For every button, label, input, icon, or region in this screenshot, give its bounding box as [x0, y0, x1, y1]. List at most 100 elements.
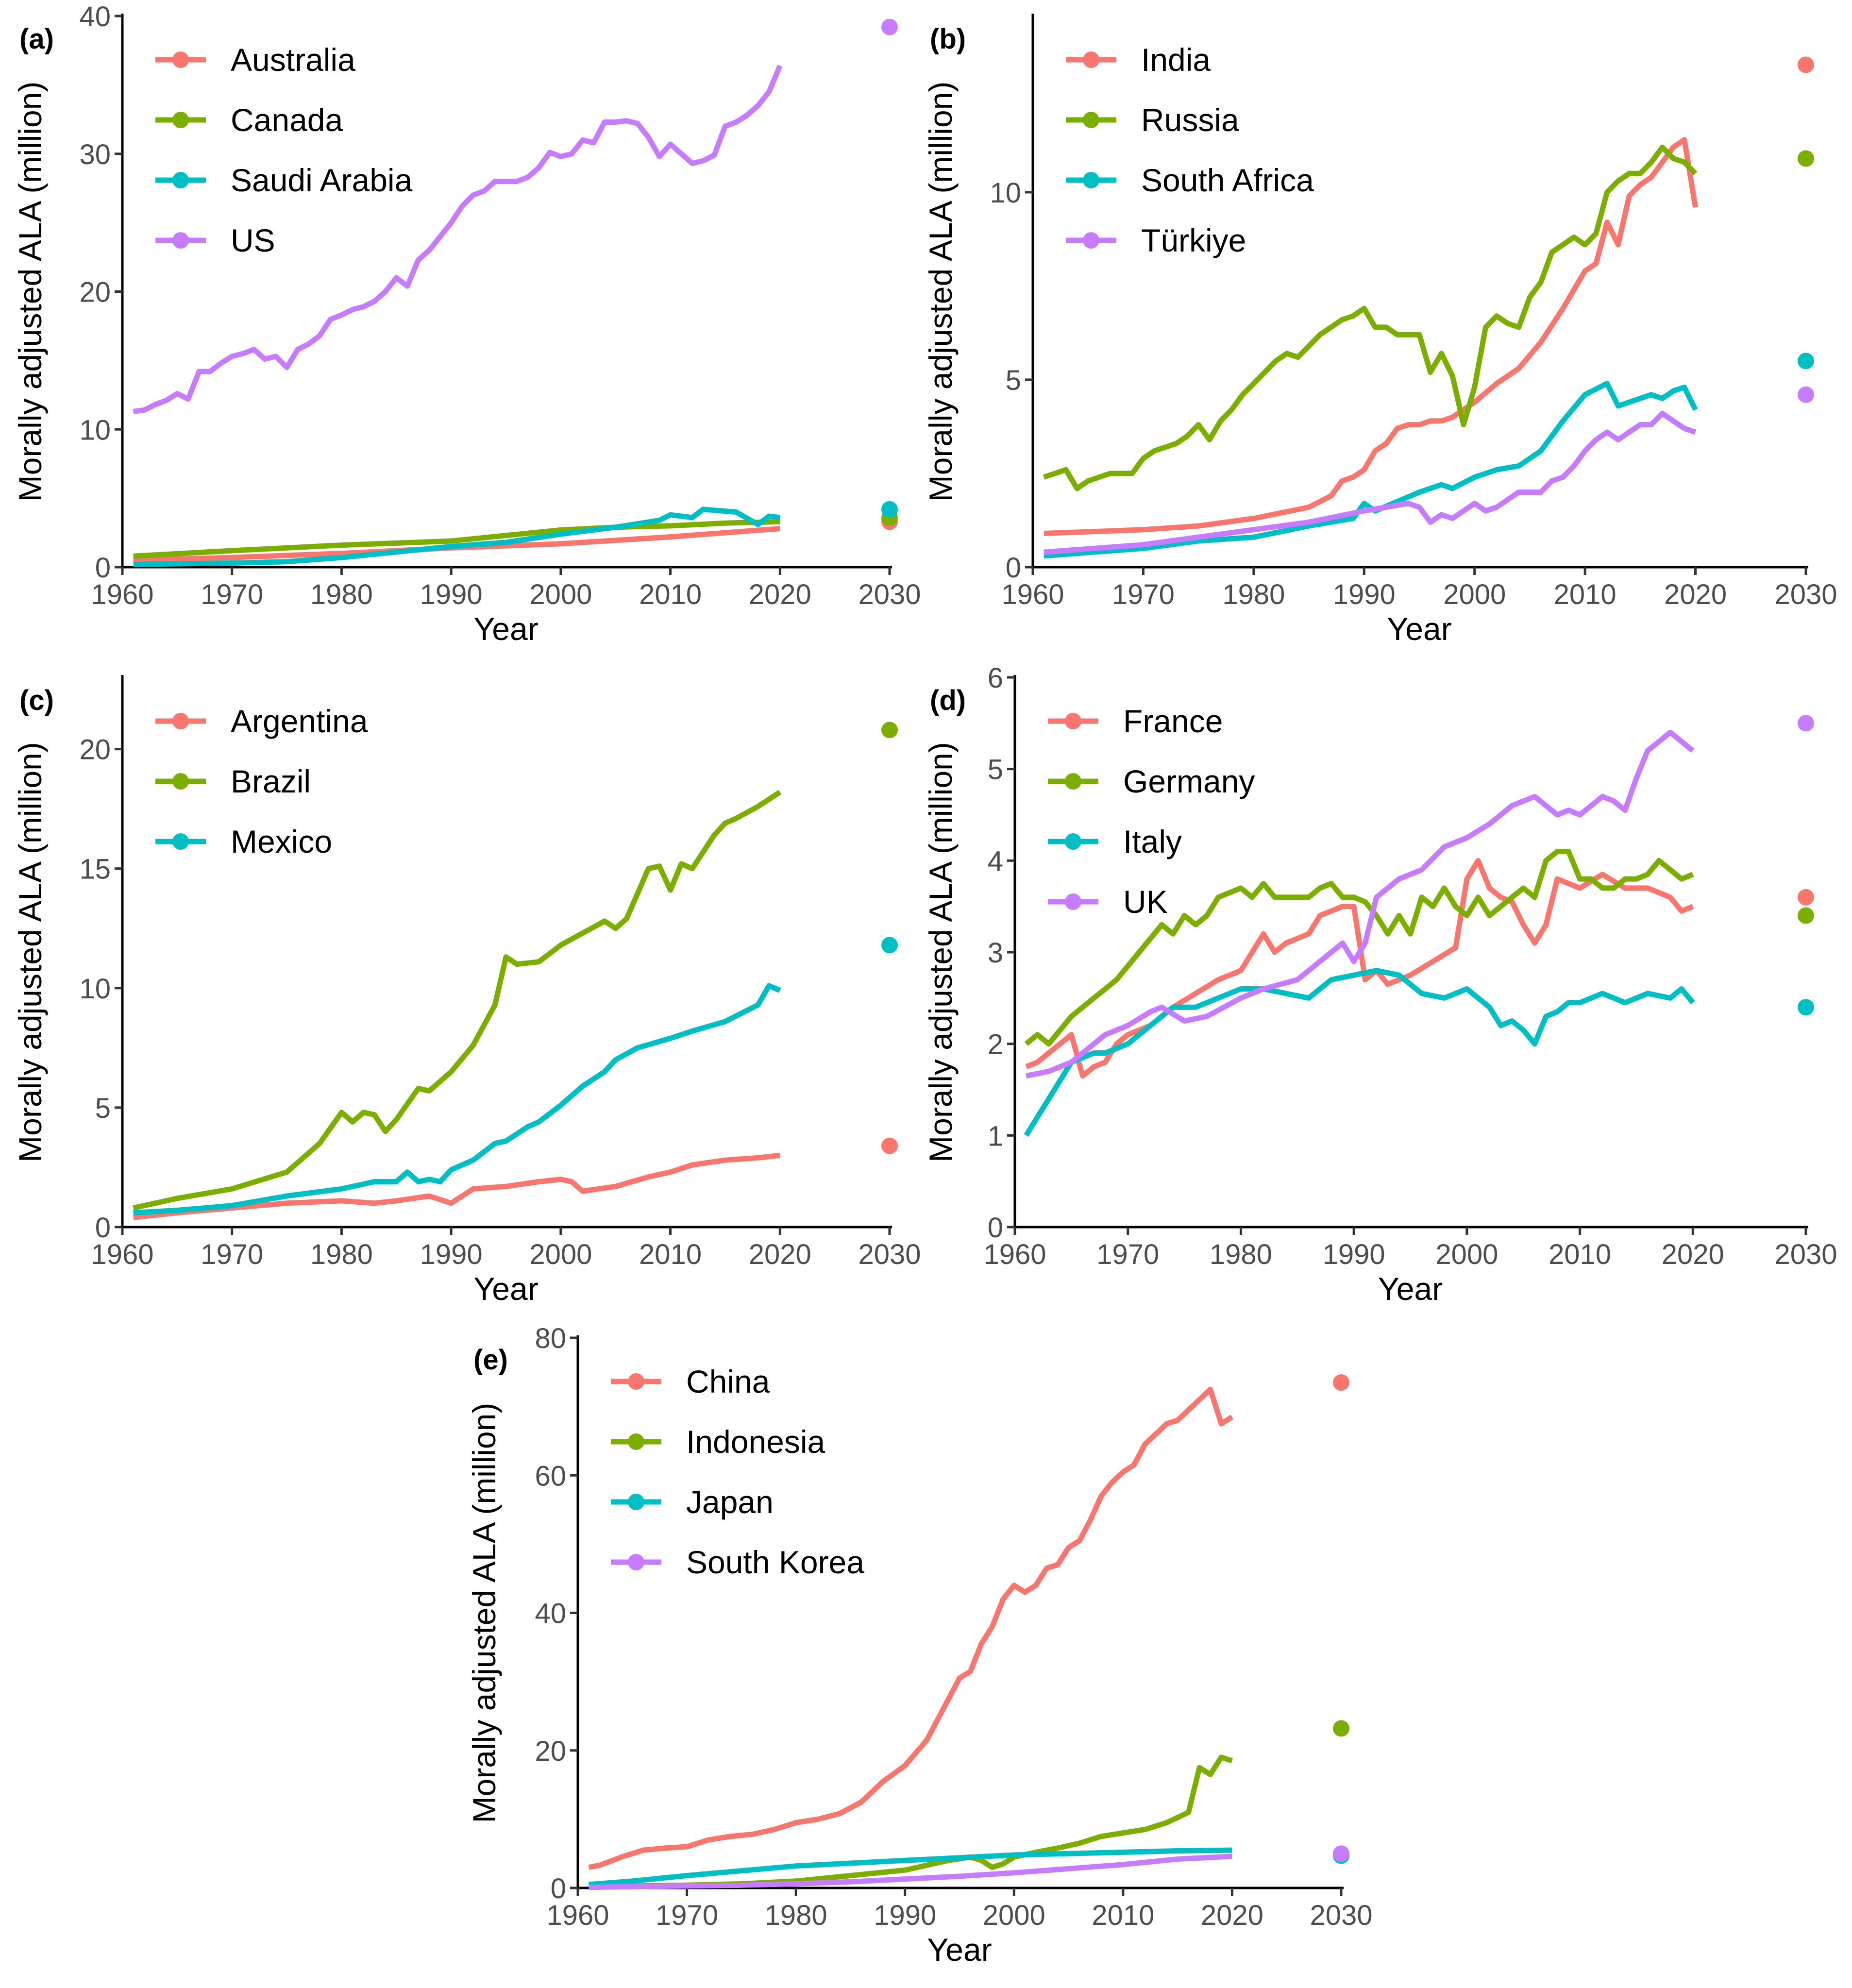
panel-d-x-axis-title: Year — [1378, 1271, 1443, 1307]
panel-b-x-tick-label: 1980 — [1222, 579, 1285, 610]
panel-e-legend-key-point-south-korea — [628, 1554, 644, 1570]
panel-b-x-tick-label: 2020 — [1664, 579, 1727, 610]
panel-b-x-tick-label: 2010 — [1554, 579, 1616, 610]
panel-e-legend-label-south-korea: South Korea — [686, 1544, 864, 1580]
panel-a-legend-label-canada: Canada — [231, 102, 343, 138]
panel-d-x-tick-label: 1980 — [1210, 1239, 1272, 1270]
panel-d-x-tick-label: 2020 — [1662, 1239, 1724, 1270]
panel-a-y-tick-label: 20 — [79, 277, 111, 308]
panel-b-series-line-turkiye — [1044, 410, 1697, 555]
panel-e-x-tick-label: 2010 — [1092, 1900, 1154, 1931]
panel-c-x-tick-label: 1980 — [310, 1239, 373, 1270]
panel-d-projection-point-italy — [1798, 999, 1814, 1016]
panel-b-legend-label-turkiye: Türkiye — [1141, 222, 1246, 258]
panel-d-x-tick-label: 2030 — [1774, 1239, 1837, 1270]
panel-a-y-tick-label: 40 — [79, 1, 111, 33]
panel-e-projection-point-south-korea — [1333, 1845, 1349, 1862]
panel-e-y-axis-title: Morally adjusted ALA (million) — [466, 1403, 502, 1823]
panel-e-x-tick-label: 1990 — [874, 1900, 936, 1931]
panel-d-series-line-italy — [1024, 968, 1695, 1137]
panel-c-label: (c) — [19, 685, 54, 716]
panel-c: 0 5 10 15 20 1960 1970 1980 1990 2000 2010 2020 2030… — [12, 675, 921, 1307]
panel-a-series-line-australia — [133, 526, 780, 563]
panel-e-legend-key-point-indonesia — [628, 1433, 644, 1450]
panel-a-x-tick-label: 2020 — [749, 579, 811, 610]
panel-c-y-tick-label: 5 — [95, 1093, 111, 1124]
panel-b-legend-label-india: India — [1141, 42, 1211, 78]
panel-a-x-tick-label: 2030 — [858, 579, 921, 610]
panel-d-projection-point-germany — [1798, 907, 1814, 924]
panel-c-x-tick-label: 2020 — [749, 1239, 811, 1270]
panel-b-y-tick-label: 10 — [990, 177, 1021, 209]
panel-c-y-axis-title: Morally adjusted ALA (million) — [12, 742, 48, 1162]
panel-e-legend-label-china: China — [686, 1364, 770, 1399]
panel-b-y-axis-title: Morally adjusted ALA (million) — [923, 82, 959, 502]
panel-e-legend-key-point-japan — [628, 1494, 644, 1510]
panel-c-x-axis-title: Year — [473, 1271, 538, 1307]
panel-a-legend-key-point-us — [172, 232, 189, 249]
panel-a-label: (a) — [19, 23, 54, 55]
panel-c-y-tick-label: 0 — [95, 1212, 111, 1244]
panel-e-projection-point-indonesia — [1333, 1720, 1349, 1737]
panel-b-x-tick-label: 2030 — [1774, 579, 1837, 610]
panel-e-x-tick-label: 2030 — [1310, 1900, 1372, 1931]
panel-d-x-tick-label: 2010 — [1549, 1239, 1611, 1270]
panel-d-x-tick-label: 1960 — [983, 1239, 1046, 1270]
panel-e: 0 20 40 60 80 1960 1970 1980 1990 2000 2010 2020 203… — [466, 1323, 1373, 1968]
panel-e-y-tick-label: 60 — [535, 1460, 566, 1492]
panel-a-legend-label-australia: Australia — [231, 42, 355, 78]
panel-a-x-tick-label: 1960 — [91, 579, 153, 610]
panel-b-series-line-india — [1044, 137, 1699, 536]
panel-c-y-tick-label: 20 — [79, 734, 111, 766]
panel-b-x-tick-label: 1970 — [1112, 579, 1175, 610]
panel-a-x-axis-title: Year — [473, 611, 538, 647]
panel-c-legend-label-brazil: Brazil — [231, 763, 311, 799]
panel-d-legend-label-uk: UK — [1123, 884, 1168, 920]
panel-c-x-tick-label: 2030 — [858, 1239, 921, 1270]
panel-d-legend-key-point-uk — [1065, 893, 1081, 910]
panel-c-series-line-argentina — [133, 1152, 780, 1220]
panel-d-series-line-germany — [1024, 849, 1694, 1047]
panel-d-y-tick-label: 1 — [988, 1120, 1003, 1152]
panel-b-legend-label-south-africa: South Africa — [1141, 162, 1314, 198]
panel-e-series-line-japan — [589, 1847, 1232, 1887]
panel-c-series-line-brazil — [133, 790, 782, 1211]
panel-a-legend-key-point-australia — [172, 51, 189, 68]
panel-e-projection-point-china — [1333, 1374, 1349, 1391]
panel-e-y-tick-label: 40 — [535, 1598, 566, 1630]
panel-c-legend-key-point-argentina — [172, 713, 189, 729]
panel-d-legend-key-point-italy — [1065, 833, 1081, 850]
panel-d-legend-key-point-germany — [1065, 773, 1081, 790]
panel-b-x-tick-label: 2000 — [1443, 579, 1506, 610]
panel-b: 0 5 10 1960 1970 1980 1990 2000 2010 2020 2030 Year… — [923, 14, 1837, 647]
panel-b-series-line-south-africa — [1044, 381, 1698, 559]
panel-b-legend-key-point-russia — [1083, 112, 1099, 128]
panel-e-legend-label-japan: Japan — [686, 1484, 774, 1520]
panel-e-x-tick-label: 1960 — [546, 1900, 609, 1931]
panel-c-y-tick-label: 10 — [79, 973, 111, 1005]
panel-a-x-tick-label: 1980 — [310, 579, 373, 610]
panel-b-projection-point-russia — [1798, 150, 1814, 167]
panel-b-y-tick-label: 0 — [1006, 552, 1021, 584]
panel-b-label: (b) — [930, 23, 966, 55]
panel-e-y-tick-label: 20 — [535, 1735, 566, 1767]
panel-b-projection-point-south-africa — [1798, 353, 1814, 370]
panel-e-label: (e) — [473, 1344, 508, 1376]
panel-a-series-line-us — [133, 65, 783, 414]
panel-c-projection-point-mexico — [881, 937, 898, 954]
panel-d: 0 1 2 3 4 5 6 1960 1970 1980 1990 2000 2010 2020 2030 Y… — [923, 662, 1837, 1307]
panel-c-x-tick-label: 1970 — [201, 1239, 263, 1270]
panel-b-legend-key-point-india — [1083, 51, 1099, 68]
panel-b-projection-point-india — [1798, 56, 1814, 73]
panel-d-series-line-uk — [1026, 729, 1695, 1079]
panel-d-y-tick-label: 5 — [988, 754, 1003, 786]
panel-b-x-tick-label: 1960 — [1001, 579, 1064, 610]
panel-c-x-tick-label: 1990 — [420, 1239, 483, 1270]
panel-b-projection-point-turkiye — [1798, 386, 1814, 403]
panel-b-legend-label-russia: Russia — [1141, 102, 1239, 138]
panel-e-legend-key-point-china — [628, 1373, 644, 1390]
panel-d-legend-label-germany: Germany — [1123, 763, 1255, 799]
panel-c-x-tick-label: 2010 — [639, 1239, 702, 1270]
panel-c-legend-key-point-mexico — [172, 833, 189, 850]
